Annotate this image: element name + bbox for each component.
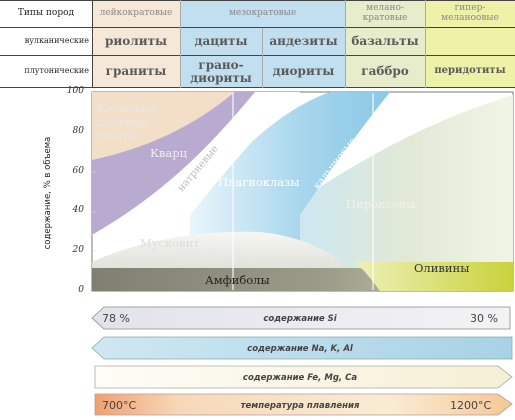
hypermelanocratic-column-bg [425,0,515,88]
region-pyroxene [300,95,513,291]
melanocratic-column-bg [345,0,425,88]
leucocratic-column-bg [92,0,180,88]
svg-text:78 %: 78 % [102,312,130,325]
arrow-melting: 700°C температура плавления 1200°C [94,393,513,416]
svg-text:содержание Si: содержание Si [263,314,337,324]
label-plagioclase: Плагиоклазы [218,175,300,189]
label-biotite: Биотит [180,247,223,261]
y-tick-label: 60 [72,165,84,176]
arrow-si: 78 % содержание Si 30 % [91,306,511,330]
cell-granodiorite: грано-диориты [190,57,252,85]
y-tick-label: 20 [72,245,84,256]
label-pyroxene: Пироксены [346,197,415,211]
y-tick-label: 100 [66,86,84,96]
svg-text:содержание Na, K, Al: содержание Na, K, Al [247,344,354,354]
svg-text:1200°C: 1200°C [450,399,491,412]
svg-text:700°C: 700°C [102,399,136,412]
header-mesocratic: мезократовые [228,7,297,18]
region-olivine [355,262,513,291]
region-quartz [92,92,255,235]
region-amphibole [92,268,420,291]
label-amphibole: Амфиболы [205,273,270,287]
header-leucocratic: лейкократовые [99,7,173,18]
row-label-plutonic: плутонические [24,66,89,76]
label-k-feldspar: Калиевые полевые шпаты [97,101,161,143]
table-corner-header: Типы пород [17,7,75,18]
cell-basalt: базальты [351,34,419,49]
cell-granite: граниты [105,64,167,79]
region-sodic [92,92,300,248]
cell-peridotite: перидотиты [434,65,506,77]
cell-diorite: диориты [272,64,335,79]
cell-dacite: дациты [194,34,248,49]
label-olivine: Оливины [414,261,469,275]
arrow-na-k-al: содержание Na, K, Al [91,336,513,360]
y-tick-label: 40 [72,205,84,216]
label-quartz: Кварц [150,146,188,160]
cell-andesite: андезиты [269,34,338,49]
svg-text:30 %: 30 % [470,312,498,325]
region-k-feldspar [92,92,235,160]
y-tick-label: 80 [72,125,84,136]
row-label-volcanic: вулканические [24,36,89,46]
header-melanocratic: мелано-кратовые [362,3,408,23]
svg-text:температура плавления: температура плавления [241,401,360,411]
cell-gabbro: габбро [361,64,409,79]
label-muscovite: Мусковит [140,236,200,250]
y-tick-label: 0 [78,285,84,295]
arrow-fe-mg-ca: содержание Fe, Mg, Ca [94,365,513,389]
cell-rhyolite: риолиты [104,34,168,49]
y-gridlines [92,131,96,252]
svg-text:содержание Fe, Mg, Ca: содержание Fe, Mg, Ca [243,373,357,383]
header-hypermelanocratic: гипер-меланоовые [441,3,499,23]
